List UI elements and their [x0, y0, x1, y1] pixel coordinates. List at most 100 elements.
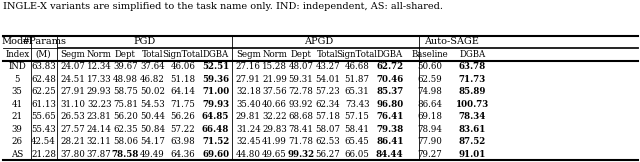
Text: 50.02: 50.02	[140, 87, 165, 96]
Text: 78.58: 78.58	[112, 150, 139, 159]
Text: 78.94: 78.94	[418, 125, 442, 134]
Text: 27.91: 27.91	[61, 87, 85, 96]
Text: 64.14: 64.14	[171, 87, 195, 96]
Text: 56.27: 56.27	[316, 150, 340, 159]
Text: 40.66: 40.66	[262, 100, 287, 109]
Text: 66.05: 66.05	[345, 150, 369, 159]
Text: 62.48: 62.48	[31, 75, 56, 84]
Text: 62.53: 62.53	[316, 137, 340, 146]
Text: Auto-SAGE: Auto-SAGE	[424, 37, 479, 46]
Text: 54.17: 54.17	[140, 137, 164, 146]
Text: 62.59: 62.59	[418, 75, 442, 84]
Text: 5: 5	[15, 75, 20, 84]
Text: 85.89: 85.89	[459, 87, 486, 96]
Text: 68.68: 68.68	[288, 112, 314, 121]
Text: 77.90: 77.90	[418, 137, 442, 146]
Text: 31.10: 31.10	[60, 100, 86, 109]
Text: 27.57: 27.57	[61, 125, 85, 134]
Text: 62.34: 62.34	[316, 100, 340, 109]
Text: 70.46: 70.46	[376, 75, 403, 84]
Text: 17.33: 17.33	[87, 75, 111, 84]
Text: 21.28: 21.28	[31, 150, 56, 159]
Text: 35: 35	[12, 87, 22, 96]
Text: 37.87: 37.87	[87, 150, 111, 159]
Text: 57.23: 57.23	[316, 87, 340, 96]
Text: 62.25: 62.25	[31, 87, 56, 96]
Text: 26: 26	[12, 137, 23, 146]
Text: 57.15: 57.15	[345, 112, 369, 121]
Text: 73.43: 73.43	[345, 100, 369, 109]
Text: 58.07: 58.07	[315, 125, 340, 134]
Text: 29.93: 29.93	[87, 87, 111, 96]
Text: 93.92: 93.92	[289, 100, 313, 109]
Text: #Params: #Params	[21, 37, 66, 46]
Text: 72.78: 72.78	[289, 87, 313, 96]
Text: AS: AS	[11, 150, 24, 159]
Text: 75.81: 75.81	[113, 100, 138, 109]
Text: Dept: Dept	[291, 50, 311, 59]
Text: 74.98: 74.98	[418, 87, 442, 96]
Text: 55.43: 55.43	[31, 125, 56, 134]
Text: 28.21: 28.21	[60, 137, 86, 146]
Text: 32.22: 32.22	[262, 112, 287, 121]
Text: 69.18: 69.18	[417, 112, 443, 121]
Text: Model: Model	[2, 37, 33, 46]
Text: Norm: Norm	[262, 50, 287, 59]
Text: 41: 41	[12, 100, 23, 109]
Text: DGBA: DGBA	[202, 50, 229, 59]
Text: 46.82: 46.82	[140, 75, 164, 84]
Text: 55.65: 55.65	[31, 112, 56, 121]
Text: 61.13: 61.13	[31, 100, 56, 109]
Text: 54.01: 54.01	[315, 75, 340, 84]
Text: 62.72: 62.72	[376, 62, 403, 71]
Text: 71.75: 71.75	[171, 100, 195, 109]
Text: 21: 21	[12, 112, 23, 121]
Text: 29.81: 29.81	[236, 112, 261, 121]
Text: 48.98: 48.98	[113, 75, 138, 84]
Text: Segm: Segm	[61, 50, 85, 59]
Text: 37.80: 37.80	[61, 150, 85, 159]
Text: 26.53: 26.53	[61, 112, 85, 121]
Text: 50.84: 50.84	[140, 125, 165, 134]
Text: INGLE-X variants are simplified to the task name only. IND: independent, AS: all: INGLE-X variants are simplified to the t…	[3, 2, 443, 11]
Text: 35.40: 35.40	[236, 100, 260, 109]
Text: 31.24: 31.24	[236, 125, 260, 134]
Text: 79.93: 79.93	[202, 100, 229, 109]
Text: 64.36: 64.36	[171, 150, 195, 159]
Text: 71.73: 71.73	[459, 75, 486, 84]
Text: 99.32: 99.32	[287, 150, 314, 159]
Text: 91.01: 91.01	[459, 150, 486, 159]
Text: 69.60: 69.60	[202, 150, 229, 159]
Text: 24.51: 24.51	[61, 75, 85, 84]
Text: 64.85: 64.85	[202, 112, 229, 121]
Text: 29.83: 29.83	[262, 125, 287, 134]
Text: SignTotal: SignTotal	[163, 50, 204, 59]
Text: 78.34: 78.34	[459, 112, 486, 121]
Text: 27.16: 27.16	[236, 62, 260, 71]
Text: Dept: Dept	[115, 50, 136, 59]
Text: Total: Total	[141, 50, 163, 59]
Text: 15.28: 15.28	[262, 62, 287, 71]
Text: DGBA: DGBA	[376, 50, 403, 59]
Text: 56.26: 56.26	[171, 112, 195, 121]
Text: 65.31: 65.31	[345, 87, 369, 96]
Text: 51.18: 51.18	[170, 75, 196, 84]
Text: 23.81: 23.81	[87, 112, 111, 121]
Text: 27.91: 27.91	[236, 75, 260, 84]
Text: 57.22: 57.22	[171, 125, 195, 134]
Text: 37.56: 37.56	[262, 87, 287, 96]
Text: 32.45: 32.45	[236, 137, 260, 146]
Text: 87.52: 87.52	[459, 137, 486, 146]
Text: 49.65: 49.65	[262, 150, 287, 159]
Text: 59.36: 59.36	[202, 75, 229, 84]
Text: 42.54: 42.54	[31, 137, 56, 146]
Text: 59.31: 59.31	[289, 75, 313, 84]
Text: Segm: Segm	[236, 50, 260, 59]
Text: 21.99: 21.99	[262, 75, 287, 84]
Text: IND: IND	[8, 62, 26, 71]
Text: 43.27: 43.27	[316, 62, 340, 71]
Text: 58.75: 58.75	[113, 87, 138, 96]
Text: 78.41: 78.41	[288, 125, 314, 134]
Text: 39.67: 39.67	[113, 62, 138, 71]
Text: 84.44: 84.44	[376, 150, 404, 159]
